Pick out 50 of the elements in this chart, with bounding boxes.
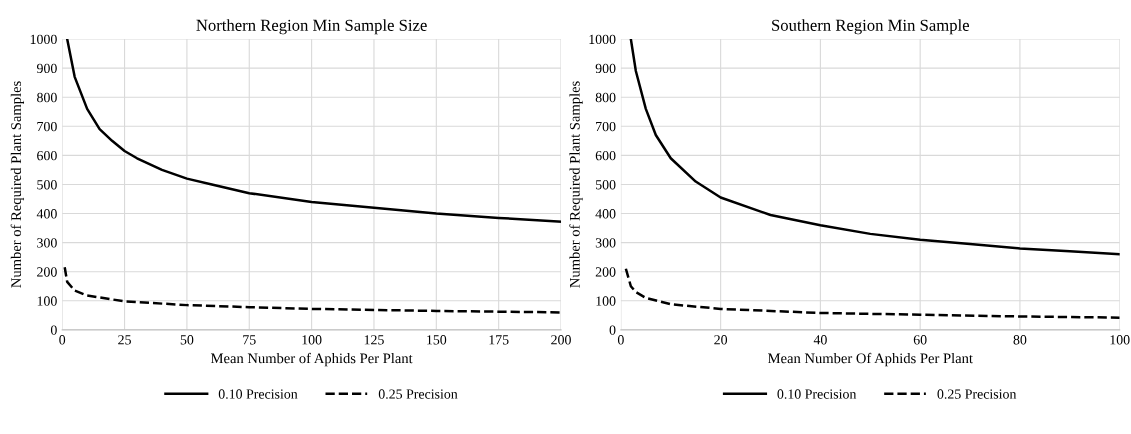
legend-label: 0.10 Precision [777, 389, 857, 399]
line-series [624, 267, 1120, 319]
x-tick-label: 125 [364, 335, 384, 345]
x-tick-label: 100 [302, 335, 322, 345]
chart-title: Southern Region Min Sample [772, 19, 970, 35]
x-tick-label: 50 [180, 335, 194, 345]
y-axis-title: Number of Required Plant Samples [569, 81, 583, 288]
y-tick-label: 1000 [30, 34, 57, 45]
x-tick-label: 175 [489, 335, 509, 345]
y-tick-label: 400 [36, 209, 57, 219]
y-tick-label: 700 [37, 121, 57, 132]
x-tick-label: 200 [551, 335, 571, 345]
y-tick-label: 400 [595, 209, 616, 219]
y-tick-label: 500 [595, 180, 616, 190]
x-tick-label: 60 [913, 335, 927, 345]
x-tick-label: 75 [243, 335, 256, 345]
x-axis-title: Mean Number Of Aphids Per Plant [768, 352, 973, 367]
line-series [629, 39, 1120, 256]
y-tick-label: 900 [595, 63, 616, 74]
x-tick-label: 0 [59, 335, 66, 345]
y-tick-label: 500 [37, 180, 57, 190]
y-tick-label: 300 [595, 238, 616, 248]
legend-label: 0.25 Precision [378, 389, 458, 399]
y-tick-label: 0 [50, 325, 57, 335]
y-axis-title: Number of Required Plant Samples [10, 81, 25, 288]
x-tick-label: 150 [427, 335, 447, 345]
x-axis-title: Mean Number of Aphids Per Plant [210, 352, 413, 367]
legend-label: 0.25 Precision [937, 389, 1017, 399]
x-tick-label: 40 [813, 335, 827, 345]
y-tick-label: 900 [36, 63, 57, 74]
y-tick-label: 300 [37, 238, 57, 248]
y-tick-label: 100 [596, 296, 616, 306]
y-tick-label: 200 [595, 267, 616, 277]
y-tick-label: 700 [596, 121, 616, 132]
y-tick-label: 200 [37, 267, 57, 277]
y-tick-label: 0 [609, 325, 616, 335]
y-tick-label: 800 [595, 92, 616, 103]
y-tick-label: 600 [595, 150, 616, 161]
y-tick-label: 800 [37, 92, 57, 103]
y-tick-label: 1000 [589, 34, 616, 45]
x-tick-label: 80 [1013, 335, 1027, 345]
x-tick-label: 100 [1110, 335, 1130, 345]
y-tick-label: 600 [37, 150, 57, 161]
x-tick-label: 0 [617, 335, 624, 345]
x-tick-label: 25 [118, 335, 131, 345]
line-series [63, 266, 562, 314]
chart-title: Northern Region Min Sample Size [196, 19, 427, 35]
y-tick-label: 100 [37, 296, 57, 306]
legend-label: 0.10 Precision [218, 389, 298, 399]
x-tick-label: 20 [714, 335, 728, 345]
